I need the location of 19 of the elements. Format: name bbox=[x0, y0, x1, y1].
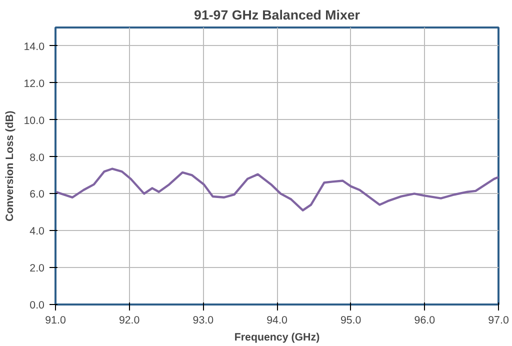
chart-title: 91-97 GHz Balanced Mixer bbox=[194, 8, 360, 22]
x-tick-label: 95.0 bbox=[340, 314, 362, 326]
x-tick-label: 97.0 bbox=[488, 314, 509, 326]
y-tick-label: 6.0 bbox=[30, 188, 45, 201]
y-tick-label: 4.0 bbox=[30, 226, 45, 238]
x-tick-label: 93.0 bbox=[192, 314, 214, 326]
y-tick-label: 12.0 bbox=[24, 78, 45, 90]
x-tick-label: 96.0 bbox=[414, 314, 436, 326]
y-tick-label: 10.0 bbox=[24, 114, 45, 127]
y-tick-label: 8.0 bbox=[30, 152, 45, 164]
x-tick-label: 91.0 bbox=[45, 314, 66, 326]
y-tick-label: 14.0 bbox=[24, 40, 45, 53]
y-tick-label: 2.0 bbox=[30, 262, 45, 275]
x-axis-title: Frequency (GHz) bbox=[234, 332, 320, 344]
x-tick-label: 94.0 bbox=[266, 314, 288, 326]
x-tick-label: 92.0 bbox=[118, 314, 140, 326]
y-tick-label: 0.0 bbox=[30, 300, 45, 312]
line-series bbox=[56, 168, 498, 212]
y-axis-title: Conversion Loss (dB) bbox=[4, 110, 16, 222]
